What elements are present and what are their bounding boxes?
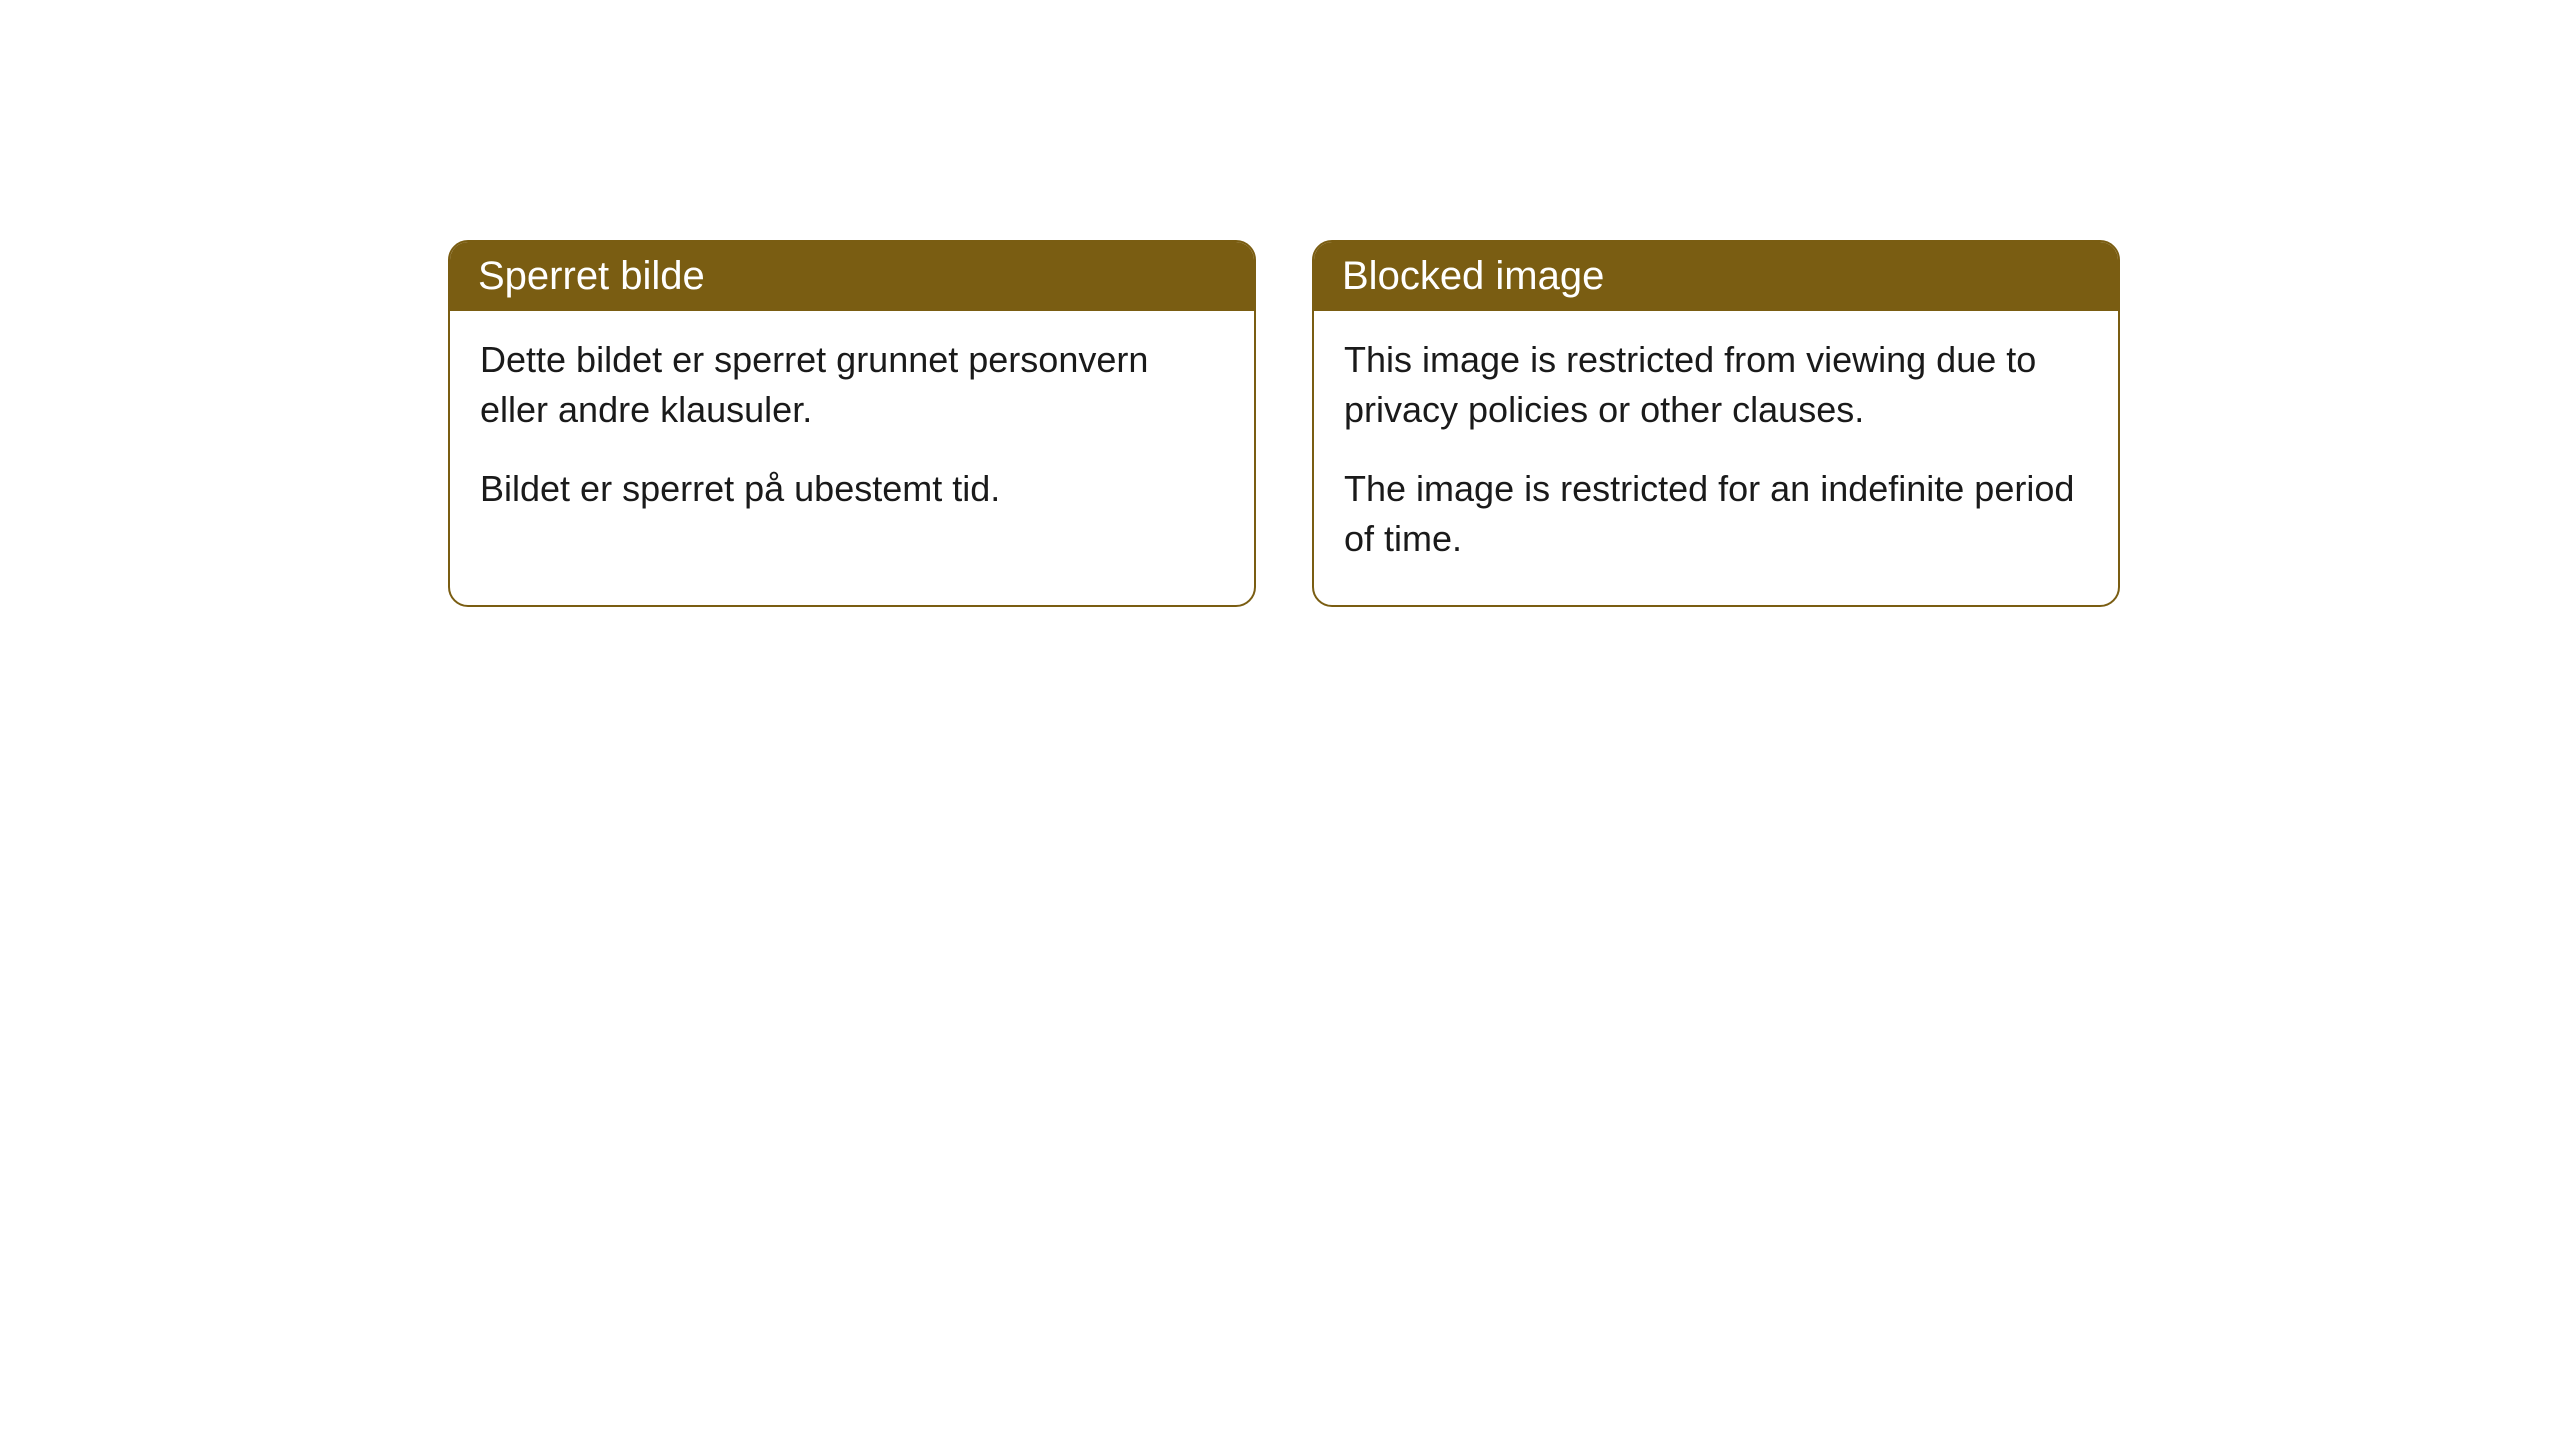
notice-card-norwegian: Sperret bilde Dette bildet er sperret gr… xyxy=(448,240,1256,607)
card-header-english: Blocked image xyxy=(1314,242,2118,311)
notice-cards-container: Sperret bilde Dette bildet er sperret gr… xyxy=(448,240,2120,607)
card-paragraph: Dette bildet er sperret grunnet personve… xyxy=(480,335,1224,436)
card-header-norwegian: Sperret bilde xyxy=(450,242,1254,311)
card-title: Sperret bilde xyxy=(478,254,705,298)
card-paragraph: This image is restricted from viewing du… xyxy=(1344,335,2088,436)
card-body-norwegian: Dette bildet er sperret grunnet personve… xyxy=(450,311,1254,554)
card-paragraph: Bildet er sperret på ubestemt tid. xyxy=(480,464,1224,514)
notice-card-english: Blocked image This image is restricted f… xyxy=(1312,240,2120,607)
card-title: Blocked image xyxy=(1342,254,1604,298)
card-body-english: This image is restricted from viewing du… xyxy=(1314,311,2118,605)
card-paragraph: The image is restricted for an indefinit… xyxy=(1344,464,2088,565)
